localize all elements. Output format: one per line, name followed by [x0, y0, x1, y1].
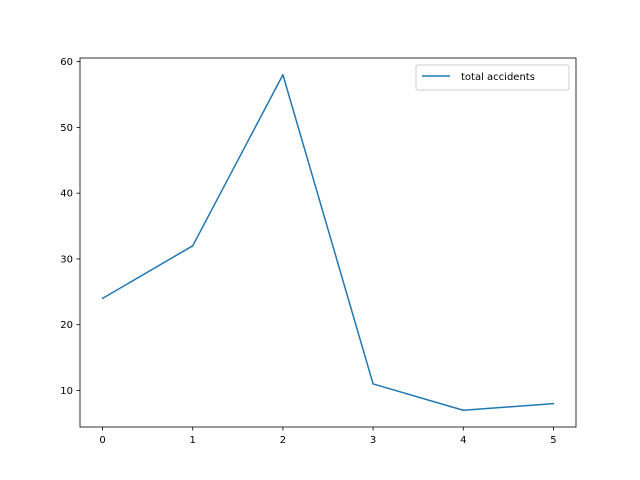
data-point-0-4 — [462, 409, 465, 411]
y-tick-label: 50 — [60, 123, 73, 134]
y-tick-label: 10 — [60, 386, 73, 397]
x-tick-label: 3 — [370, 435, 376, 446]
y-tick-label: 20 — [60, 320, 73, 331]
x-tick-label: 5 — [550, 435, 556, 446]
y-tick-label: 40 — [60, 189, 73, 200]
x-tick-label: 0 — [99, 435, 105, 446]
axes-frame — [79, 57, 577, 428]
series-layer — [101, 74, 555, 411]
data-point-0-3 — [372, 383, 374, 385]
data-point-0-1 — [191, 245, 194, 247]
legend-label-total-accidents: total accidents — [461, 72, 535, 83]
plot-area — [80, 58, 576, 427]
x-axis: 0 1 2 3 4 5 — [99, 427, 557, 446]
legend-box — [415, 64, 570, 91]
x-tick-label: 4 — [460, 435, 466, 446]
x-tick-label: 1 — [190, 435, 196, 446]
x-tick-label: 2 — [280, 435, 286, 446]
data-point-0-5 — [552, 402, 555, 405]
y-tick-label: 30 — [60, 254, 73, 265]
axes-border — [79, 57, 577, 428]
y-tick-label: 60 — [60, 57, 73, 68]
data-point-0-2 — [282, 74, 284, 76]
legend: total accidents — [415, 64, 570, 91]
y-axis: 10 20 30 40 50 60 — [60, 57, 80, 397]
series-line-0 — [102, 74, 554, 411]
data-point-0-0 — [101, 297, 104, 300]
